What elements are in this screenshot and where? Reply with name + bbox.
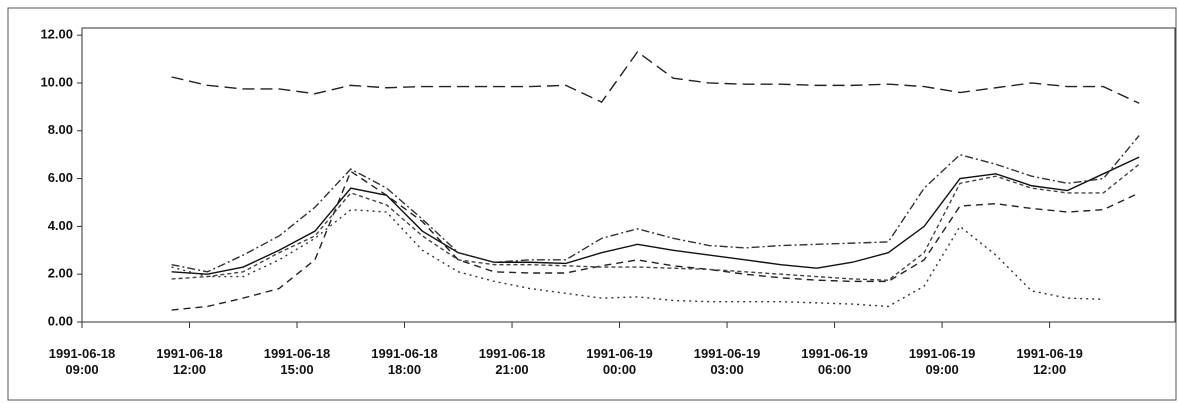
outer-frame xyxy=(7,7,1177,401)
series-line xyxy=(171,163,1140,281)
x-tick-label: 1991-06-18 15:00 xyxy=(263,346,331,377)
y-tick-label: 8.00 xyxy=(48,122,73,137)
x-tick-label: 1991-06-19 00:00 xyxy=(586,346,653,377)
series-line xyxy=(171,135,1140,273)
y-tick-label: 0.00 xyxy=(48,313,73,328)
x-tick-label: 1991-06-19 09:00 xyxy=(908,346,976,377)
x-tick-label: 1991-06-18 12:00 xyxy=(156,346,223,377)
series-line xyxy=(171,50,1140,104)
series-line xyxy=(171,156,1140,275)
y-tick-label: 2.00 xyxy=(48,266,73,281)
y-tick-label: 6.00 xyxy=(48,170,73,185)
series-line xyxy=(171,208,1104,308)
x-tick-label: 1991-06-19 03:00 xyxy=(693,346,761,377)
x-tick-label: 1991-06-18 18:00 xyxy=(371,346,438,377)
x-tick-label: 1991-06-18 09:00 xyxy=(48,346,116,377)
x-tick-label: 1991-06-19 06:00 xyxy=(801,346,868,377)
x-tick-label: 1991-06-19 12:00 xyxy=(1016,346,1083,377)
x-tick-label: 1991-06-18 21:00 xyxy=(478,346,546,377)
y-tick-label: 4.00 xyxy=(48,218,73,233)
series-line xyxy=(171,170,1140,311)
y-tick-label: 10.00 xyxy=(40,74,73,89)
plot-frame xyxy=(81,27,1176,323)
y-tick-label: 12.00 xyxy=(40,27,73,42)
